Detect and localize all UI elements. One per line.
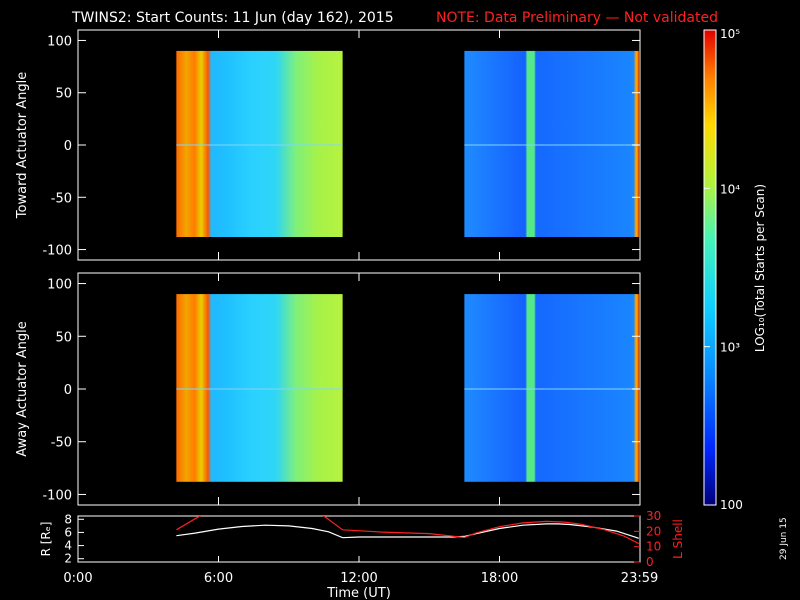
orbit-right-tick-label: 0: [646, 555, 654, 569]
preliminary-note: NOTE: Data Preliminary — Not validated: [436, 10, 718, 26]
toward-y-tick-label: -100: [42, 244, 72, 259]
time-tick-label: 0:00: [63, 571, 92, 586]
orbit-right-tick-label: 30: [646, 509, 661, 523]
toward-x-ticks: [77, 30, 641, 260]
colorbar-ticks: 10⁵ 10⁴ 10³ 100: [704, 27, 743, 512]
away-x-ticks: [77, 273, 641, 505]
orbit-x-ticks: [77, 556, 641, 562]
orbit-left-tick-label: 6: [64, 525, 72, 539]
toward-data-block: [464, 50, 639, 238]
toward-ylabel: Toward Actuator Angle: [15, 72, 30, 219]
orbit-left-tick-label: 2: [64, 552, 72, 566]
toward-data-blocks: [176, 50, 639, 238]
away-ylabel: Away Actuator Angle: [15, 321, 30, 456]
away-y-tick-label: 0: [64, 383, 72, 398]
time-tick-labels: 0:00 6:00 12:00 18:00 23:59: [63, 571, 658, 586]
chart-title: TWINS2: Start Counts: 11 Jun (day 162), …: [71, 10, 394, 26]
away-data-block: [464, 294, 639, 482]
toward-panel: Toward Actuator Angle 100 50 0 -50 -100: [15, 29, 641, 261]
away-y-tick-label: 100: [47, 278, 72, 293]
away-y-tick-label: -100: [42, 488, 72, 503]
toward-data-block: [176, 50, 343, 238]
toward-y-tick-label: 50: [55, 87, 72, 102]
orbit-left-axis-label: R [Rₑ]: [39, 522, 53, 557]
toward-y-tick-label: 0: [64, 139, 72, 154]
time-tick-label: 6:00: [204, 571, 233, 586]
colorbar-tick-label: 100: [720, 498, 743, 512]
colorbar-tick-label: 10⁵: [720, 27, 740, 41]
time-axis-label: Time (UT): [326, 586, 391, 600]
away-y-tick-label: 50: [55, 330, 72, 345]
time-tick-label: 18:00: [481, 571, 518, 586]
orbit-panel-frame: [77, 515, 641, 563]
colorbar: 10⁵ 10⁴ 10³ 100 LOG₁₀(Total Starts per Scan…: [703, 27, 767, 512]
colorbar-gradient: [703, 29, 717, 506]
away-panel: Away Actuator Angle 100 50 0 -50 -100: [15, 272, 641, 506]
radius-line: [176, 523, 639, 539]
away-data-block: [176, 294, 343, 482]
orbit-left-tick-label: 8: [64, 512, 72, 526]
orbit-right-axis-label: L Shell: [671, 519, 685, 559]
away-data-blocks: [176, 294, 639, 482]
away-y-tick-label: -50: [51, 436, 72, 451]
toward-y-tick-label: -50: [51, 191, 72, 206]
orbit-right-tick-label: 10: [646, 540, 661, 554]
orbit-right-tick-label: 20: [646, 524, 661, 538]
toward-y-ticks: 100 50 0 -50 -100: [42, 34, 640, 259]
orbit-lines: [176, 516, 640, 545]
orbit-left-tick-label: 4: [64, 539, 72, 553]
colorbar-label: LOG₁₀(Total Starts per Scan): [753, 184, 767, 352]
time-tick-label: 23:59: [621, 571, 658, 586]
toward-y-tick-label: 100: [47, 34, 72, 49]
time-tick-label: 12:00: [340, 571, 377, 586]
date-stamp: 29 Jun 15: [779, 517, 789, 560]
away-y-ticks: 100 50 0 -50 -100: [42, 278, 640, 503]
colorbar-tick-label: 10³: [720, 341, 740, 355]
colorbar-tick-label: 10⁴: [720, 182, 740, 196]
lshell-line: [176, 516, 640, 545]
